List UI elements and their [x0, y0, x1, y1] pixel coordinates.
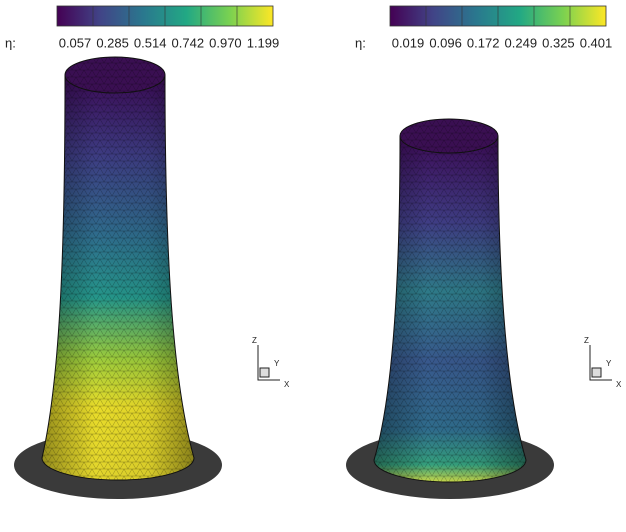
- colorbar-tick-label: 0.970: [209, 35, 242, 50]
- axis-label: X: [616, 380, 622, 389]
- figure: η: 0.057 0.285 0.514 0.742 0.970 1.199 Z Y Xη: 0.0…: [0, 0, 626, 527]
- colorbar-tick-label: 0.401: [580, 35, 613, 50]
- colorbar-label: η:: [5, 35, 16, 50]
- colorbar-tick-label: 0.172: [467, 35, 500, 50]
- colorbar-tick-label: 0.019: [392, 35, 425, 50]
- colorbar-tick-label: 0.285: [96, 35, 129, 50]
- axis-label: Y: [606, 359, 612, 368]
- tower-shading: [374, 136, 526, 482]
- tower-shading: [42, 75, 194, 480]
- colorbar-tick-label: 0.249: [505, 35, 538, 50]
- axis-label: Z: [584, 336, 589, 345]
- axis-label: Z: [252, 336, 257, 345]
- colorbar-tick-label: 1.199: [247, 35, 280, 50]
- colorbar-tick-label: 0.057: [59, 35, 92, 50]
- colorbar-tick-label: 0.325: [542, 35, 575, 50]
- colorbar-label: η:: [355, 35, 366, 50]
- colorbar-tick-label: 0.514: [134, 35, 167, 50]
- colorbar-tick-label: 0.096: [429, 35, 462, 50]
- panel: [346, 6, 612, 499]
- axis-label: X: [284, 380, 290, 389]
- panel: [14, 6, 280, 499]
- axis-label: Y: [274, 359, 280, 368]
- colorbar-tick-label: 0.742: [172, 35, 205, 50]
- mesh: [400, 119, 498, 153]
- mesh: [65, 57, 165, 93]
